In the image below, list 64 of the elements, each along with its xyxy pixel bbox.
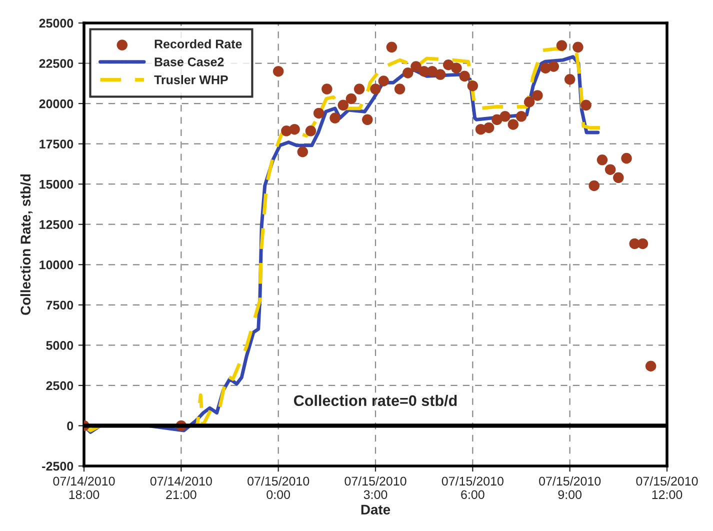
y-axis-title: Collection Rate, stb/d	[20, 174, 33, 315]
point	[532, 90, 543, 101]
y-tick-label: 25000	[39, 18, 74, 28]
y-tick-label: 12500	[40, 220, 74, 230]
y-tick-label: 17500	[40, 140, 74, 148]
x-tick-label: 07/15/2010 9:00	[539, 476, 601, 500]
point	[467, 80, 478, 92]
ref-line-label: Collection rate=0 stb/d	[294, 394, 457, 406]
point	[394, 84, 406, 94]
point	[564, 74, 576, 85]
y-tick-label: 5000	[46, 340, 74, 350]
point	[434, 69, 446, 80]
y-tick-label: 0	[67, 422, 74, 430]
point	[588, 180, 600, 192]
point	[338, 100, 348, 111]
point	[508, 119, 519, 130]
point	[580, 100, 592, 111]
point	[556, 40, 568, 51]
point	[289, 124, 300, 135]
point	[613, 172, 624, 184]
point	[516, 111, 527, 122]
x-tick-label: 07/14/2010 18:00	[53, 476, 115, 500]
y-tick-label: 20000	[39, 99, 74, 108]
y-tick-label: 15000	[40, 180, 74, 189]
legend-label: Base Case2	[154, 57, 224, 66]
point	[483, 122, 494, 134]
point	[322, 84, 332, 94]
y-tick-label: 7500	[46, 300, 74, 310]
point	[637, 238, 648, 250]
legend-label: Recorded Rate	[154, 39, 242, 48]
point	[645, 360, 656, 372]
x-tick-label: 07/15/2010 6:00	[442, 476, 504, 500]
point	[370, 84, 381, 94]
point	[346, 93, 357, 104]
point	[313, 108, 324, 119]
point	[596, 154, 608, 166]
point	[402, 68, 414, 78]
y-tick-label: 2500	[46, 381, 74, 390]
x-tick-label: 07/14/2010 21:00	[150, 476, 212, 500]
point	[410, 61, 422, 72]
point	[548, 61, 560, 72]
y-tick-label: -2500	[42, 462, 74, 471]
point	[354, 84, 365, 94]
legend-label: Trusler WHP	[154, 75, 228, 84]
x-tick-label: 07/15/2010 3:00	[344, 476, 406, 500]
x-tick-label: 07/15/2010 0:00	[248, 476, 310, 500]
y-tick-label: 10000	[40, 260, 74, 270]
point	[604, 164, 616, 175]
point	[272, 66, 284, 77]
point	[297, 146, 308, 158]
point	[378, 76, 389, 86]
point	[572, 42, 584, 53]
x-axis-title: Date	[361, 504, 390, 515]
point	[386, 42, 398, 53]
point	[500, 111, 510, 122]
point	[451, 62, 462, 74]
point	[459, 70, 470, 82]
point	[362, 114, 373, 126]
point	[524, 96, 535, 108]
point	[330, 112, 340, 124]
x-tick-label: 07/15/2010 12:00	[636, 476, 698, 500]
point	[305, 126, 316, 136]
y-tick-label: 22500	[39, 59, 74, 68]
point	[621, 152, 632, 164]
